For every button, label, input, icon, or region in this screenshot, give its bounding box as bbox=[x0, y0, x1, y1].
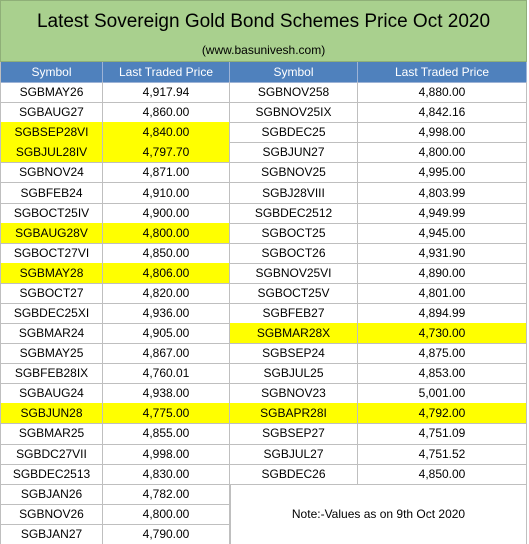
price-cell: 4,801.00 bbox=[358, 282, 527, 304]
price-cell: 4,820.00 bbox=[103, 282, 230, 304]
symbol-cell: SGBAUG28V bbox=[0, 222, 103, 244]
price-cell: 4,890.00 bbox=[358, 262, 527, 284]
symbol-cell: SGBOCT27VI bbox=[0, 242, 103, 264]
symbol-cell: SGBMAY25 bbox=[0, 343, 103, 365]
price-cell: 5,001.00 bbox=[358, 383, 527, 405]
price-cell: 4,800.00 bbox=[103, 222, 230, 244]
symbol-cell: SGBNOV24 bbox=[0, 162, 103, 184]
price-cell: 4,917.94 bbox=[103, 82, 230, 104]
title: Latest Sovereign Gold Bond Schemes Price… bbox=[36, 11, 491, 32]
symbol-cell: SGBAUG24 bbox=[0, 383, 103, 405]
symbol-cell: SGBFEB24 bbox=[0, 182, 103, 204]
symbol-cell: SGBJUL27 bbox=[230, 443, 358, 465]
price-cell: 4,905.00 bbox=[103, 323, 230, 345]
price-cell: 4,840.00 bbox=[103, 122, 230, 144]
symbol-cell: SGBAUG27 bbox=[0, 102, 103, 124]
symbol-cell: SGBAPR28I bbox=[230, 403, 358, 425]
price-cell: 4,910.00 bbox=[103, 182, 230, 204]
symbol-cell: SGBMAR24 bbox=[0, 323, 103, 345]
column-header: Last Traded Price bbox=[103, 62, 230, 84]
symbol-cell: SGBNOV25VI bbox=[230, 262, 358, 284]
column-header: Last Traded Price bbox=[358, 62, 527, 84]
price-cell: 4,806.00 bbox=[103, 262, 230, 284]
symbol-cell: SGBDEC25 bbox=[230, 122, 358, 144]
title-bar: Latest Sovereign Gold Bond Schemes Price… bbox=[0, 0, 527, 62]
symbol-cell: SGBNOV25IX bbox=[230, 102, 358, 124]
price-cell: 4,730.00 bbox=[358, 323, 527, 345]
column-header: Symbol bbox=[230, 62, 358, 84]
price-cell: 4,850.00 bbox=[103, 242, 230, 264]
price-cell: 4,792.00 bbox=[358, 403, 527, 425]
symbol-cell: SGBNOV25 bbox=[230, 162, 358, 184]
symbol-cell: SGBDEC2512 bbox=[230, 202, 358, 224]
symbol-cell: SGBJUN27 bbox=[230, 142, 358, 164]
price-cell: 4,853.00 bbox=[358, 363, 527, 385]
price-cell: 4,775.00 bbox=[103, 403, 230, 425]
price-cell: 4,850.00 bbox=[358, 463, 527, 485]
price-cell: 4,760.01 bbox=[103, 363, 230, 385]
price-cell: 4,880.00 bbox=[358, 82, 527, 104]
symbol-cell: SGBDEC25XI bbox=[0, 302, 103, 325]
symbol-cell: SGBDEC26 bbox=[230, 463, 358, 485]
price-cell: 4,931.90 bbox=[358, 242, 527, 264]
price-cell: 4,938.00 bbox=[103, 383, 230, 405]
symbol-cell: SGBFEB28IX bbox=[0, 363, 103, 385]
symbol-cell: SGBNOV258 bbox=[230, 82, 358, 104]
symbol-cell: SGBJUN28 bbox=[0, 403, 103, 425]
symbol-cell: SGBMAR28X bbox=[230, 323, 358, 345]
price-cell: 4,867.00 bbox=[103, 343, 230, 365]
price-cell: 4,936.00 bbox=[103, 302, 230, 325]
symbol-cell: SGBOCT25 bbox=[230, 222, 358, 244]
price-cell: 4,803.99 bbox=[358, 182, 527, 204]
price-cell: 4,998.00 bbox=[103, 443, 230, 465]
symbol-cell: SGBNOV23 bbox=[230, 383, 358, 405]
price-cell: 4,945.00 bbox=[358, 222, 527, 244]
price-cell: 4,998.00 bbox=[358, 122, 527, 144]
price-cell: 4,894.99 bbox=[358, 302, 527, 325]
symbol-cell: SGBSEP24 bbox=[230, 343, 358, 365]
subtitle: (www.basunivesh.com) bbox=[201, 43, 326, 57]
price-cell: 4,800.00 bbox=[358, 142, 527, 164]
symbol-cell: SGBSEP28VI bbox=[0, 122, 103, 144]
symbol-cell: SGBJUL25 bbox=[230, 363, 358, 385]
symbol-cell: SGBOCT25V bbox=[230, 282, 358, 304]
symbol-cell: SGBSEP27 bbox=[230, 423, 358, 445]
symbol-cell: SGBJUL28IV bbox=[0, 142, 103, 164]
price-cell: 4,995.00 bbox=[358, 162, 527, 184]
price-cell: 4,830.00 bbox=[103, 463, 230, 485]
price-cell: 4,790.00 bbox=[103, 523, 230, 544]
price-cell: 4,855.00 bbox=[103, 423, 230, 445]
price-cell: 4,949.99 bbox=[358, 202, 527, 224]
symbol-cell: SGBMAY26 bbox=[0, 82, 103, 104]
symbol-cell: SGBDC27VII bbox=[0, 443, 103, 465]
price-cell: 4,871.00 bbox=[103, 162, 230, 184]
note: Note:-Values as on 9th Oct 2020 bbox=[230, 483, 527, 544]
symbol-cell: SGBMAR25 bbox=[0, 423, 103, 445]
symbol-cell: SGBNOV26 bbox=[0, 503, 103, 525]
symbol-cell: SGBDEC2513 bbox=[0, 463, 103, 485]
column-header: Symbol bbox=[0, 62, 103, 84]
price-cell: 4,900.00 bbox=[103, 202, 230, 224]
price-cell: 4,751.52 bbox=[358, 443, 527, 465]
price-cell: 4,751.09 bbox=[358, 423, 527, 445]
symbol-cell: SGBFEB27 bbox=[230, 302, 358, 325]
symbol-cell: SGBOCT27 bbox=[0, 282, 103, 304]
symbol-cell: SGBOCT26 bbox=[230, 242, 358, 264]
price-cell: 4,797.70 bbox=[103, 142, 230, 164]
symbol-cell: SGBJAN26 bbox=[0, 483, 103, 505]
price-cell: 4,842.16 bbox=[358, 102, 527, 124]
symbol-cell: SGBJAN27 bbox=[0, 523, 103, 544]
price-cell: 4,782.00 bbox=[103, 483, 230, 505]
symbol-cell: SGBMAY28 bbox=[0, 262, 103, 284]
price-cell: 4,875.00 bbox=[358, 343, 527, 365]
price-cell: 4,860.00 bbox=[103, 102, 230, 124]
symbol-cell: SGBOCT25IV bbox=[0, 202, 103, 224]
price-cell: 4,800.00 bbox=[103, 503, 230, 525]
symbol-cell: SGBJ28VIII bbox=[230, 182, 358, 204]
